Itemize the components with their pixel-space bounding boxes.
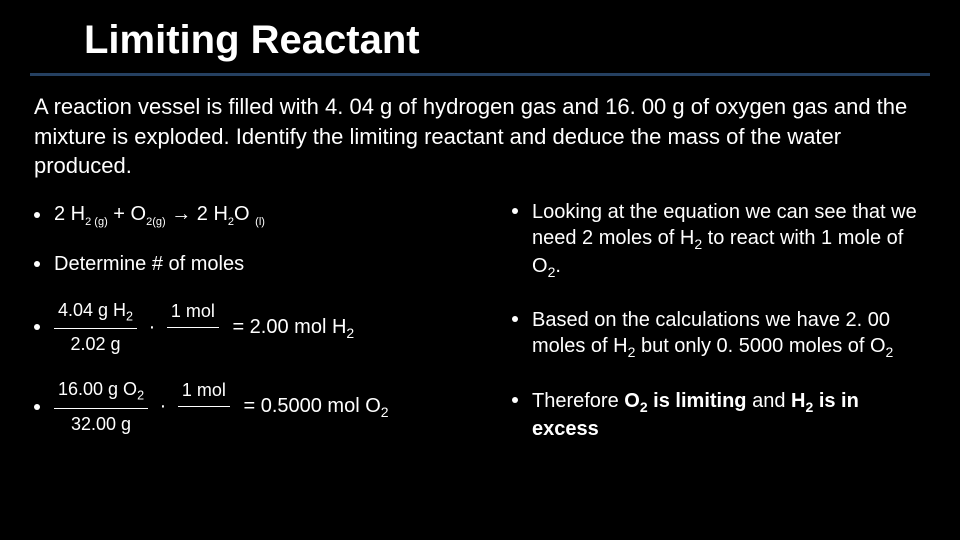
calc-o2: 16.00 g O2 32.00 g · 1 mol = 0.5000 mol … [54,376,389,437]
text-part: . [555,255,561,277]
explanation-text: Looking at the equation we can see that … [532,199,926,281]
calc-h2-row: 4.04 g H2 2.02 g · 1 mol = 2.00 mol H2 [34,297,494,358]
eq-sub: 2 (g) [85,216,108,228]
res-sub: 2 [346,325,354,341]
title-divider [30,73,930,76]
text-part: O [624,390,640,412]
calc-result: = 2.00 mol H2 [232,316,354,338]
res-sub: 2 [381,404,389,420]
text-sub: 2 [886,344,894,360]
content-columns: 2 H2 (g) + O2(g) → 2 H2O (l) Determine #… [30,199,930,468]
text-part: Therefore [532,390,624,412]
conclusion-text: Therefore O2 is limiting and H2 is in ex… [532,388,926,442]
text-part: H [791,390,805,412]
bullet-icon [34,324,40,330]
eq-part: → 2 H [166,203,228,225]
explanation-2: Based on the calculations we have 2. 00 … [512,307,926,361]
eq-sub: 2(g) [146,216,166,228]
left-column: 2 H2 (g) + O2(g) → 2 H 2 O (l) Determine #… [34,199,494,468]
text-sub: 2 [640,399,648,415]
num-text: 4.04 g H [58,300,126,320]
text-part: but only 0. 5000 moles of O [635,335,885,357]
multiply-dot: · [149,316,156,338]
bullet-icon [512,397,518,403]
eq-part: 2 H [54,203,85,225]
text-sub: 2 [694,236,702,252]
determine-row: Determine # of moles [34,249,494,279]
bullet-icon [512,316,518,322]
numerator: 1 mol [178,377,230,407]
bullet-icon [34,261,40,267]
right-column: Looking at the equation we can see that … [512,199,926,468]
fraction: 16.00 g O2 32.00 g [54,376,148,437]
text-part: is limiting [648,390,747,412]
fraction: 1 mol [167,298,219,357]
denominator [167,328,219,357]
numerator: 4.04 g H2 [54,297,137,329]
denominator: 2.02 g [54,329,137,358]
multiply-dot: · [160,395,167,417]
eq-part: + O [108,203,146,225]
limiting-reactant: O2 is limiting [624,390,746,412]
equation-row: 2 H2 (g) + O2(g) → 2 H2O (l) [34,199,494,231]
bullet-icon [34,404,40,410]
res-text: = 0.5000 mol O [243,395,380,417]
slide: Limiting Reactant A reaction vessel is f… [0,0,960,540]
chemical-equation: 2 H2 (g) + O2(g) → 2 H2O (l) [54,199,265,231]
res-text: = 2.00 mol H [232,316,346,338]
calc-o2-row: 16.00 g O2 32.00 g · 1 mol = 0.5000 mol … [34,376,494,437]
eq-part: O [234,203,255,225]
calc-h2: 4.04 g H2 2.02 g · 1 mol = 2.00 mol H2 [54,297,354,358]
denominator: 32.00 g [54,409,148,438]
fraction: 1 mol [178,377,230,436]
calc-result: = 0.5000 mol O2 [243,395,388,417]
explanation-text: Based on the calculations we have 2. 00 … [532,307,926,361]
num-sub: 2 [126,309,133,323]
text-part: and [747,390,791,412]
numerator: 16.00 g O2 [54,376,148,408]
problem-statement: A reaction vessel is filled with 4. 04 g… [30,92,930,181]
explanation-1: Looking at the equation we can see that … [512,199,926,281]
bullet-icon [512,208,518,214]
slide-title: Limiting Reactant [84,18,930,63]
determine-label: Determine # of moles [54,249,244,279]
denominator [178,407,230,436]
num-text: 16.00 g O [58,379,137,399]
fraction: 4.04 g H2 2.02 g [54,297,137,358]
explanation-3: Therefore O2 is limiting and H2 is in ex… [512,388,926,442]
eq-sub: (l) [255,216,265,228]
bullet-icon [34,212,40,218]
numerator: 1 mol [167,298,219,328]
num-sub: 2 [137,389,144,403]
